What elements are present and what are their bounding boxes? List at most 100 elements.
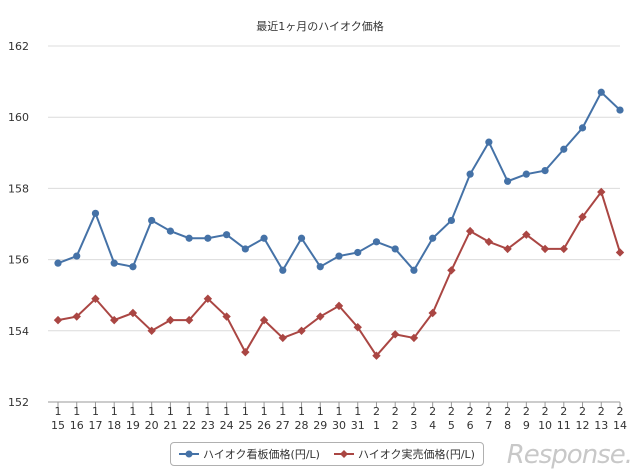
x-tick-label-month: 1 xyxy=(336,405,343,418)
x-tick-label-month: 2 xyxy=(579,405,586,418)
series-layer xyxy=(53,88,625,360)
x-tick-label-day: 9 xyxy=(523,419,530,432)
data-point xyxy=(110,315,119,325)
chart-title: 最近1ヶ月のハイオク価格 xyxy=(256,19,384,33)
data-point xyxy=(222,312,231,321)
data-point xyxy=(54,259,62,267)
data-point xyxy=(91,209,100,217)
legend-item-1: ハイオク看板価格(円/L) xyxy=(179,446,320,462)
x-tick-label-month: 1 xyxy=(73,405,80,418)
x-tick-label-month: 2 xyxy=(523,405,530,418)
data-point xyxy=(91,294,100,303)
data-point xyxy=(128,308,138,318)
x-tick-label-day: 2 xyxy=(392,419,399,432)
x-tick-label-day: 1 xyxy=(373,419,380,432)
data-point xyxy=(578,124,587,132)
x-tick-label-month: 1 xyxy=(111,405,118,418)
data-point xyxy=(316,312,325,321)
x-tick-label-day: 10 xyxy=(538,419,552,432)
data-point xyxy=(447,266,456,275)
x-tick-label-month: 1 xyxy=(186,405,193,418)
data-point xyxy=(597,88,605,96)
x-tick-label-month: 1 xyxy=(129,405,136,418)
data-point xyxy=(560,145,568,153)
x-tick-label-month: 2 xyxy=(373,405,380,418)
x-tick-label-day: 6 xyxy=(467,419,474,432)
data-point xyxy=(484,237,494,246)
data-point xyxy=(578,212,587,222)
x-tick-label-month: 1 xyxy=(261,405,268,418)
x-tick-label-month: 2 xyxy=(560,405,567,418)
x-tick-label-month: 1 xyxy=(242,405,249,418)
x-tick-label-month: 2 xyxy=(410,405,417,418)
data-point xyxy=(597,187,606,197)
data-point xyxy=(447,216,455,225)
data-point xyxy=(372,238,381,246)
grid-lines xyxy=(48,45,620,403)
x-tick-label-day: 13 xyxy=(594,419,608,432)
x-tick-label-month: 1 xyxy=(279,405,286,418)
y-tick-label: 158 xyxy=(8,182,29,195)
data-point xyxy=(428,308,437,318)
data-point xyxy=(166,227,174,235)
x-tick-label-day: 5 xyxy=(448,419,455,432)
x-tick-label-day: 30 xyxy=(332,419,346,432)
data-point xyxy=(372,351,381,360)
x-tick-label-day: 27 xyxy=(276,419,290,432)
x-tick-label-day: 23 xyxy=(201,419,215,432)
x-tick-label-day: 17 xyxy=(88,419,102,432)
data-point xyxy=(278,333,287,343)
data-point xyxy=(429,234,437,242)
data-point xyxy=(485,138,493,146)
x-axis: 1151161171181191201211221231241251261271… xyxy=(51,402,627,432)
x-tick-label-day: 11 xyxy=(557,419,571,432)
legend-swatch xyxy=(179,450,199,458)
data-point xyxy=(316,263,324,271)
legend: ハイオク看板価格(円/L) ハイオク実売価格(円/L) xyxy=(170,442,484,466)
data-point xyxy=(334,301,344,311)
x-tick-label-day: 19 xyxy=(126,419,140,432)
y-tick-label: 152 xyxy=(8,396,29,409)
data-point xyxy=(185,234,193,242)
data-point xyxy=(615,248,625,257)
data-point xyxy=(241,347,250,357)
x-tick-label-day: 24 xyxy=(220,419,234,432)
data-point xyxy=(354,248,362,257)
data-point xyxy=(204,234,212,242)
y-axis: 152 154 156 158 160 162 xyxy=(8,40,29,409)
legend-label: ハイオク看板価格(円/L) xyxy=(203,448,320,461)
data-point xyxy=(522,230,531,239)
data-point xyxy=(166,315,175,325)
data-point xyxy=(465,226,475,236)
legend-label: ハイオク実売価格(円/L) xyxy=(357,448,475,461)
x-tick-label-day: 21 xyxy=(163,419,177,432)
data-point xyxy=(297,234,306,242)
x-tick-label-month: 2 xyxy=(504,405,511,418)
data-point xyxy=(297,326,306,335)
data-point xyxy=(410,266,418,274)
x-tick-label-month: 1 xyxy=(354,405,361,418)
data-point xyxy=(203,294,213,303)
data-point xyxy=(279,266,287,274)
x-tick-label-day: 8 xyxy=(504,419,511,432)
data-point xyxy=(184,315,194,325)
x-tick-label-month: 2 xyxy=(617,405,624,418)
x-tick-label-day: 22 xyxy=(182,419,196,432)
x-tick-label-month: 1 xyxy=(148,405,155,418)
y-tick-label: 154 xyxy=(8,325,29,338)
x-tick-label-month: 1 xyxy=(223,405,230,418)
data-point xyxy=(147,326,156,335)
data-point xyxy=(53,315,63,325)
y-tick-label: 156 xyxy=(8,254,29,267)
x-tick-label-day: 26 xyxy=(257,419,271,432)
data-point xyxy=(522,170,530,178)
x-tick-label-day: 7 xyxy=(485,419,492,432)
y-tick-label: 160 xyxy=(8,111,29,124)
x-tick-label-month: 2 xyxy=(467,405,474,418)
x-tick-label-day: 29 xyxy=(313,419,327,432)
x-tick-label-month: 2 xyxy=(392,405,399,418)
data-point xyxy=(504,177,512,185)
data-point xyxy=(409,333,419,343)
data-point xyxy=(335,252,343,260)
data-point xyxy=(259,315,269,325)
